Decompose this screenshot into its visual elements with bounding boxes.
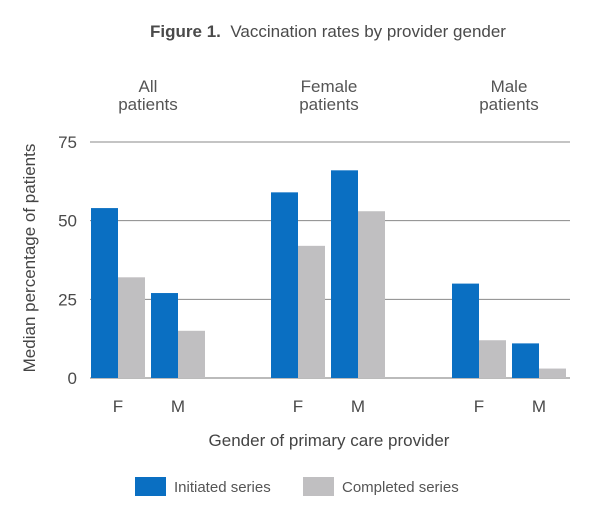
x-tick-label-5: M <box>532 397 546 416</box>
group-label-2-line2: patients <box>479 95 539 114</box>
y-axis-label: Median percentage of patients <box>20 144 39 373</box>
legend-swatch-initiated <box>135 477 166 496</box>
bar-completed-1 <box>178 330 205 378</box>
group-label-1-line1: Female <box>301 77 358 96</box>
x-tick-label-1: M <box>171 397 185 416</box>
x-tick-label-4: F <box>474 397 484 416</box>
bar-initiated-2 <box>271 192 298 378</box>
group-label-0-line1: All <box>139 77 158 96</box>
bar-initiated-5 <box>512 343 539 378</box>
group-label-2-line1: Male <box>491 77 528 96</box>
legend-swatch-completed <box>303 477 334 496</box>
bar-completed-2 <box>298 245 325 378</box>
bar-completed-3 <box>358 211 385 378</box>
figure-caption: Vaccination rates by provider gender <box>230 22 506 41</box>
bar-initiated-1 <box>151 293 178 378</box>
legend-label-initiated: Initiated series <box>174 479 271 496</box>
legend: Initiated series Completed series <box>135 477 459 496</box>
y-tick-label-50: 50 <box>58 212 77 231</box>
bar-initiated-0 <box>91 208 118 378</box>
y-tick-label-75: 75 <box>58 133 77 152</box>
bar-initiated-3 <box>331 170 358 378</box>
y-tick-label-25: 25 <box>58 290 77 309</box>
y-tick-label-0: 0 <box>68 369 77 388</box>
x-axis-label: Gender of primary care provider <box>209 431 450 450</box>
x-tick-label-3: M <box>351 397 365 416</box>
bars <box>91 170 566 378</box>
bar-completed-5 <box>539 368 566 378</box>
group-label-1-line2: patients <box>299 95 359 114</box>
figure-label: Figure 1. <box>150 22 221 41</box>
chart-title: Figure 1. Vaccination rates by provider … <box>150 22 506 41</box>
x-tick-label-0: F <box>113 397 123 416</box>
group-label-0-line2: patients <box>118 95 178 114</box>
bar-completed-4 <box>479 340 506 378</box>
bar-completed-0 <box>118 277 145 378</box>
x-tick-label-2: F <box>293 397 303 416</box>
legend-label-completed: Completed series <box>342 479 459 496</box>
bar-initiated-4 <box>452 283 479 378</box>
